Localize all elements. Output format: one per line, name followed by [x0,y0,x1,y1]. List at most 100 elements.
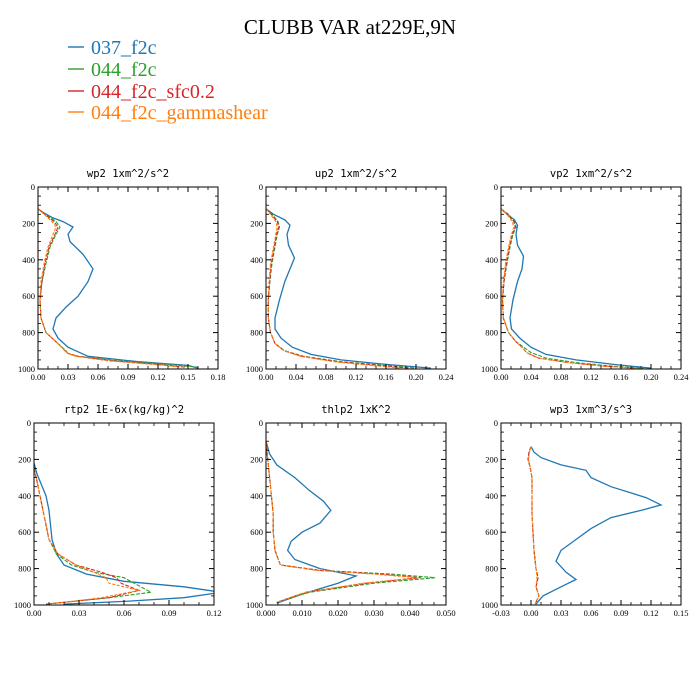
series-line-044_f2c_sfc0.2 [38,208,187,368]
x-tick-label: 0.12 [584,372,599,382]
series-line-044_f2c_gammashear [266,441,418,603]
legend-entry-3: 044_f2c_sfc0.2 [68,81,215,103]
y-tick-label: 800 [250,564,263,574]
series-line-037_f2c [530,446,663,605]
legend-label-3: 044_f2c_sfc0.2 [91,81,215,103]
x-tick-label: -0.03 [492,608,510,618]
y-tick-label: 0 [494,418,498,428]
panel-grid: wp2 1xm^2/s^2 0.00 0.03 0.06 0.09 0.12 0.15 0.1… [14,168,689,618]
x-tick-label: 0.03 [554,608,569,618]
x-tick-label: 0.12 [644,608,659,618]
legend-label-2: 044_f2c [91,59,157,81]
y-tick-label: 600 [485,527,498,537]
x-tick-label: 0.16 [614,372,629,382]
legend-label-4: 044_f2c_gammashear [91,102,268,124]
x-tick-label: 0.12 [151,372,166,382]
y-tick-label: 800 [485,328,498,338]
panel-title: vp2 1xm^2/s^2 [550,168,632,180]
x-tick-label: 0.24 [674,372,690,382]
y-tick-label: 1000 [481,600,498,610]
x-tick-label: 0.03 [61,372,76,382]
y-tick-label: 1000 [14,600,31,610]
panel-title: wp3 1xm^3/s^3 [550,404,632,416]
y-tick-label: 800 [485,564,498,574]
x-tick-label: 0.03 [72,608,87,618]
series-line-044_f2c [501,208,644,369]
legend-entry-1: 037_f2c [68,37,157,59]
y-tick-label: 400 [250,255,263,265]
x-tick-label: 0.00 [494,372,509,382]
legend-entry-2: 044_f2c [68,59,157,81]
x-tick-label: 0.06 [117,608,132,618]
y-tick-label: 600 [485,291,498,301]
panel-title: thlp2 1xK^2 [321,404,391,416]
panel-6: wp3 1xm^3/s^3 -0.03 0.00 0.03 0.06 0.09 0.12 0.… [481,404,688,618]
y-tick-label: 0 [259,182,263,192]
x-tick-label: 0.00 [259,372,274,382]
series-line-037_f2c [266,441,359,604]
x-tick-label: 0.06 [584,608,599,618]
x-tick-label: 0.000 [256,608,275,618]
plot-frame [500,186,682,370]
x-tick-label: 0.20 [644,372,659,382]
y-tick-label: 200 [22,218,35,228]
x-tick-label: 0.030 [364,608,383,618]
x-tick-label: 0.09 [614,608,629,618]
y-tick-label: 0 [259,418,263,428]
x-tick-label: 0.12 [207,608,222,618]
y-tick-label: 600 [250,527,263,537]
plot-frame [500,422,682,606]
panel-title: rtp2 1E-6x(kg/kg)^2 [64,404,184,416]
x-tick-label: 0.040 [400,608,419,618]
y-tick-label: 600 [250,291,263,301]
x-tick-label: 0.18 [211,372,226,382]
panel-5: thlp2 1xK^2 0.000 0.010 0.020 0.030 0.040 0.05… [246,404,456,618]
y-tick-label: 600 [22,291,35,301]
series-line-044_f2c_sfc0.2 [527,446,540,605]
x-tick-label: 0.00 [27,608,42,618]
panel-1: wp2 1xm^2/s^2 0.00 0.03 0.06 0.09 0.12 0.15 0.1… [18,168,225,382]
y-tick-label: 400 [250,491,263,501]
panel-title: wp2 1xm^2/s^2 [87,168,169,180]
y-tick-label: 600 [18,527,31,537]
x-tick-label: 0.15 [674,608,689,618]
y-tick-label: 200 [485,218,498,228]
y-tick-label: 400 [22,255,35,265]
series-line-044_f2c [38,208,199,368]
y-tick-label: 1000 [246,364,263,374]
series-line-044_f2c_gammashear [38,208,184,368]
y-tick-label: 0 [27,418,31,428]
y-tick-label: 200 [18,454,31,464]
series-line-044_f2c_gammashear [501,208,637,369]
plot-frame [265,186,447,370]
x-tick-label: 0.050 [436,608,455,618]
y-tick-label: 200 [485,454,498,464]
y-tick-label: 400 [485,491,498,501]
y-tick-label: 400 [485,255,498,265]
panel-4: rtp2 1E-6x(kg/kg)^2 0.00 0.03 0.06 0.09 0.12 0… [14,404,222,618]
series-line-037_f2c [501,208,652,369]
x-tick-label: 0.15 [181,372,196,382]
x-tick-label: 0.09 [121,372,136,382]
y-tick-label: 0 [31,182,35,192]
series-line-037_f2c [266,208,432,369]
plot-frame [37,186,219,370]
x-tick-label: 0.20 [409,372,424,382]
series-line-037_f2c [38,208,199,369]
x-tick-label: 0.16 [379,372,394,382]
x-tick-label: 0.24 [439,372,455,382]
y-tick-label: 1000 [481,364,498,374]
y-tick-label: 1000 [246,600,263,610]
y-tick-label: 800 [22,328,35,338]
x-tick-label: 0.00 [524,608,539,618]
x-tick-label: 0.010 [292,608,311,618]
y-tick-label: 1000 [18,364,35,374]
x-tick-label: 0.09 [162,608,177,618]
y-tick-label: 200 [250,454,263,464]
x-tick-label: 0.020 [328,608,347,618]
panel-2: up2 1xm^2/s^2 0.00 0.04 0.08 0.12 0.16 0.20 0.2… [246,168,454,382]
series-line-044_f2c_gammashear [527,446,540,605]
series-line-044_f2c_gammashear [266,208,402,369]
x-tick-label: 0.08 [554,372,569,382]
